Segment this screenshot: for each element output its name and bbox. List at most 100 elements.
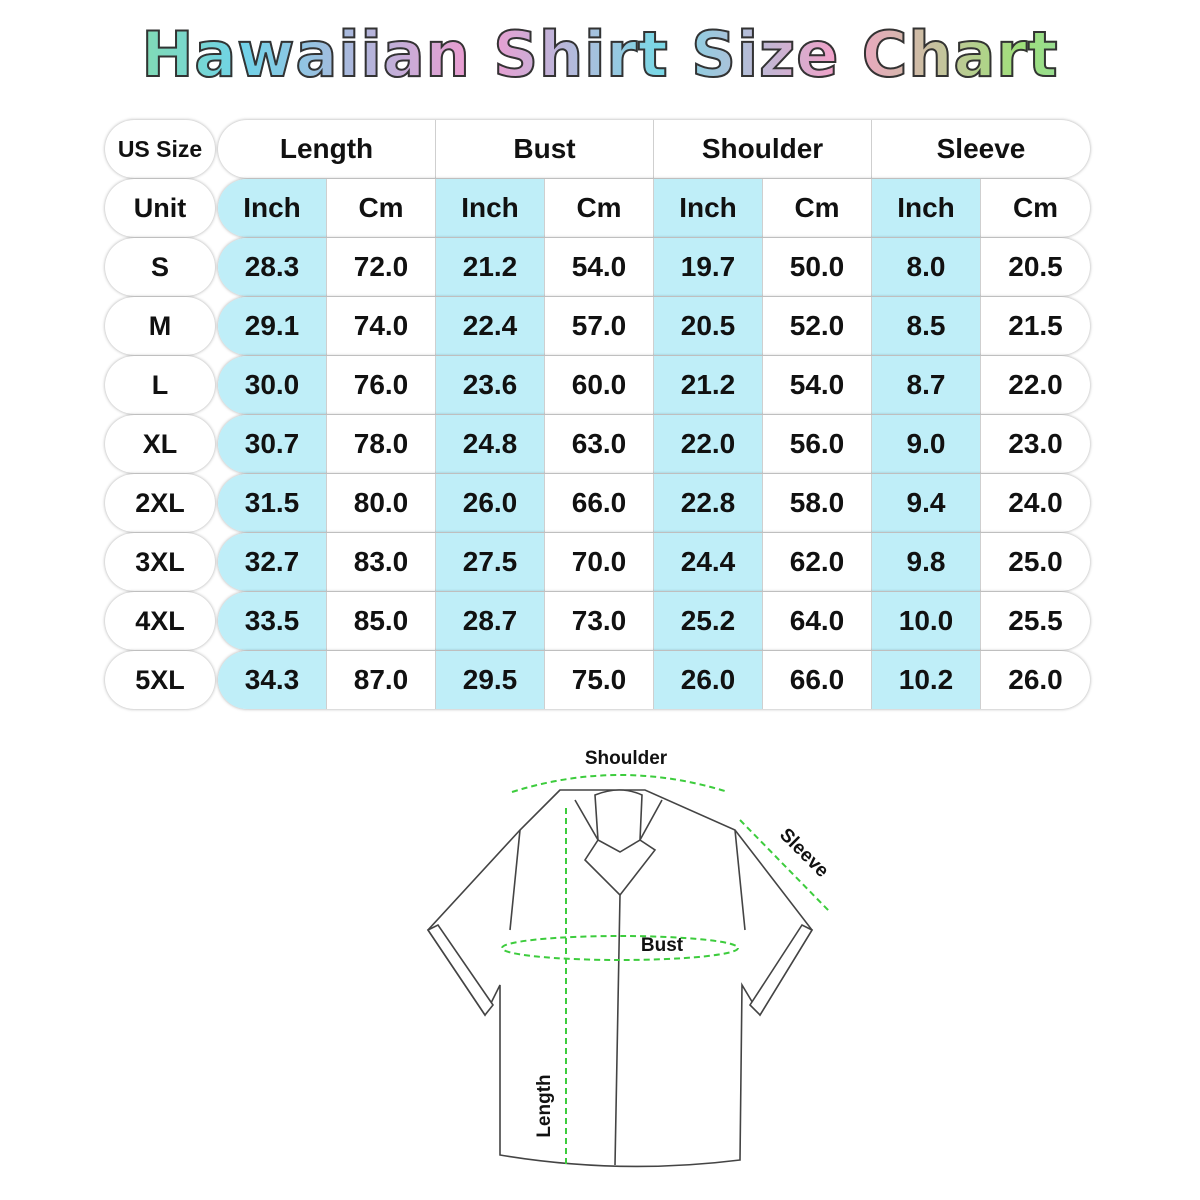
table-cell: 28.3: [218, 238, 327, 296]
unit-header: Inch: [218, 179, 327, 237]
table-cell: 8.7: [872, 356, 981, 414]
table-cell: 25.2: [654, 592, 763, 650]
measure-lines: [501, 774, 831, 1168]
table-cell: 24.8: [436, 415, 545, 473]
length-label: Length: [534, 1074, 555, 1137]
table-cell: 73.0: [545, 592, 654, 650]
table-cell: 26.0: [1008, 664, 1063, 695]
shirt-outline-icon: [426, 789, 814, 1168]
table-cell: 63.0: [545, 415, 654, 473]
unit-header: Cm: [327, 179, 436, 237]
size-label: XL: [105, 415, 215, 473]
table-cell: 64.0: [763, 592, 872, 650]
table-cell: 33.5: [218, 592, 327, 650]
table-cell: 9.8: [872, 533, 981, 591]
size-label: 2XL: [105, 474, 215, 532]
table-cell: 30.7: [218, 415, 327, 473]
table-cell: 29.5: [436, 651, 545, 709]
table-cell: 26.0: [436, 474, 545, 532]
row-values: 29.1 74.0 22.4 57.0 20.5 52.0 8.5 21.5: [218, 297, 1090, 355]
table-cell: 80.0: [327, 474, 436, 532]
corner-label: US Size: [105, 120, 215, 178]
table-cell: 25.5: [1008, 605, 1063, 636]
table-cell: 9.0: [872, 415, 981, 473]
shoulder-label: Shoulder: [585, 748, 668, 769]
table-cell: 21.2: [436, 238, 545, 296]
table-cell: 32.7: [218, 533, 327, 591]
table-cell: 8.5: [872, 297, 981, 355]
table-cell: 9.4: [872, 474, 981, 532]
table-cell: 22.4: [436, 297, 545, 355]
row-values: 28.3 72.0 21.2 54.0 19.7 50.0 8.0 20.5: [218, 238, 1090, 296]
table-cell: 10.0: [872, 592, 981, 650]
row-values: 33.5 85.0 28.7 73.0 25.2 64.0 10.0 25.5: [218, 592, 1090, 650]
table-cell: 85.0: [327, 592, 436, 650]
row-values: 30.0 76.0 23.6 60.0 21.2 54.0 8.7 22.0: [218, 356, 1090, 414]
table-cell: 23.6: [436, 356, 545, 414]
unit-header: Cm: [1012, 192, 1059, 223]
unit-label: Unit: [105, 179, 215, 237]
table-cell: 52.0: [763, 297, 872, 355]
unit-header-band: Inch Cm Inch Cm Inch Cm Inch Cm: [218, 179, 1090, 237]
unit-header: Inch: [436, 179, 545, 237]
unit-header: Cm: [545, 179, 654, 237]
table-cell: 22.8: [654, 474, 763, 532]
table-cell: 87.0: [327, 651, 436, 709]
size-label: L: [105, 356, 215, 414]
unit-header: Inch: [872, 179, 981, 237]
size-label: 5XL: [105, 651, 215, 709]
table-cell: 54.0: [763, 356, 872, 414]
table-cell: 24.4: [654, 533, 763, 591]
table-cell: 54.0: [545, 238, 654, 296]
table-cell: 58.0: [763, 474, 872, 532]
table-cell: 60.0: [545, 356, 654, 414]
sleeve-measure-line: [739, 819, 831, 913]
group-header-sleeve: Sleeve: [936, 133, 1026, 164]
size-label: M: [105, 297, 215, 355]
table-cell: 66.0: [763, 651, 872, 709]
table-cell: 20.5: [654, 297, 763, 355]
group-header-shoulder: Shoulder: [654, 120, 872, 178]
table-cell: 70.0: [545, 533, 654, 591]
table-cell: 19.7: [654, 238, 763, 296]
table-cell: 28.7: [436, 592, 545, 650]
size-label: S: [105, 238, 215, 296]
table-cell: 62.0: [763, 533, 872, 591]
table-cell: 83.0: [327, 533, 436, 591]
table-cell: 76.0: [327, 356, 436, 414]
bust-measure-line: [501, 935, 739, 961]
shoulder-measure-line: [511, 774, 729, 793]
unit-header: Cm: [763, 179, 872, 237]
table-cell: 22.0: [654, 415, 763, 473]
table-cell: 26.0: [654, 651, 763, 709]
table-cell: 29.1: [218, 297, 327, 355]
page-title: Hawaiian Shirt Size Chart: [0, 17, 1200, 92]
table-cell: 25.0: [1008, 546, 1063, 577]
row-values: 34.3 87.0 29.5 75.0 26.0 66.0 10.2 26.0: [218, 651, 1090, 709]
group-header-band: Length Bust Shoulder Sleeve: [218, 120, 1090, 178]
table-cell: 30.0: [218, 356, 327, 414]
size-label: 3XL: [105, 533, 215, 591]
table-cell: 78.0: [327, 415, 436, 473]
table-cell: 56.0: [763, 415, 872, 473]
table-cell: 66.0: [545, 474, 654, 532]
shirt-measurement-diagram: Shoulder Sleeve Bust Length: [426, 748, 833, 1168]
row-values: 32.7 83.0 27.5 70.0 24.4 62.0 9.8 25.0: [218, 533, 1090, 591]
row-values: 30.7 78.0 24.8 63.0 22.0 56.0 9.0 23.0: [218, 415, 1090, 473]
table-cell: 23.0: [1008, 428, 1063, 459]
table-cell: 50.0: [763, 238, 872, 296]
group-header-length: Length: [218, 120, 436, 178]
table-cell: 10.2: [872, 651, 981, 709]
table-cell: 57.0: [545, 297, 654, 355]
table-cell: 21.2: [654, 356, 763, 414]
bust-label: Bust: [641, 935, 684, 956]
table-cell: 74.0: [327, 297, 436, 355]
table-cell: 27.5: [436, 533, 545, 591]
sleeve-label: Sleeve: [775, 824, 832, 881]
table-cell: 72.0: [327, 238, 436, 296]
table-cell: 8.0: [872, 238, 981, 296]
row-values: 31.5 80.0 26.0 66.0 22.8 58.0 9.4 24.0: [218, 474, 1090, 532]
table-cell: 31.5: [218, 474, 327, 532]
table-cell: 75.0: [545, 651, 654, 709]
table-cell: 22.0: [1008, 369, 1063, 400]
